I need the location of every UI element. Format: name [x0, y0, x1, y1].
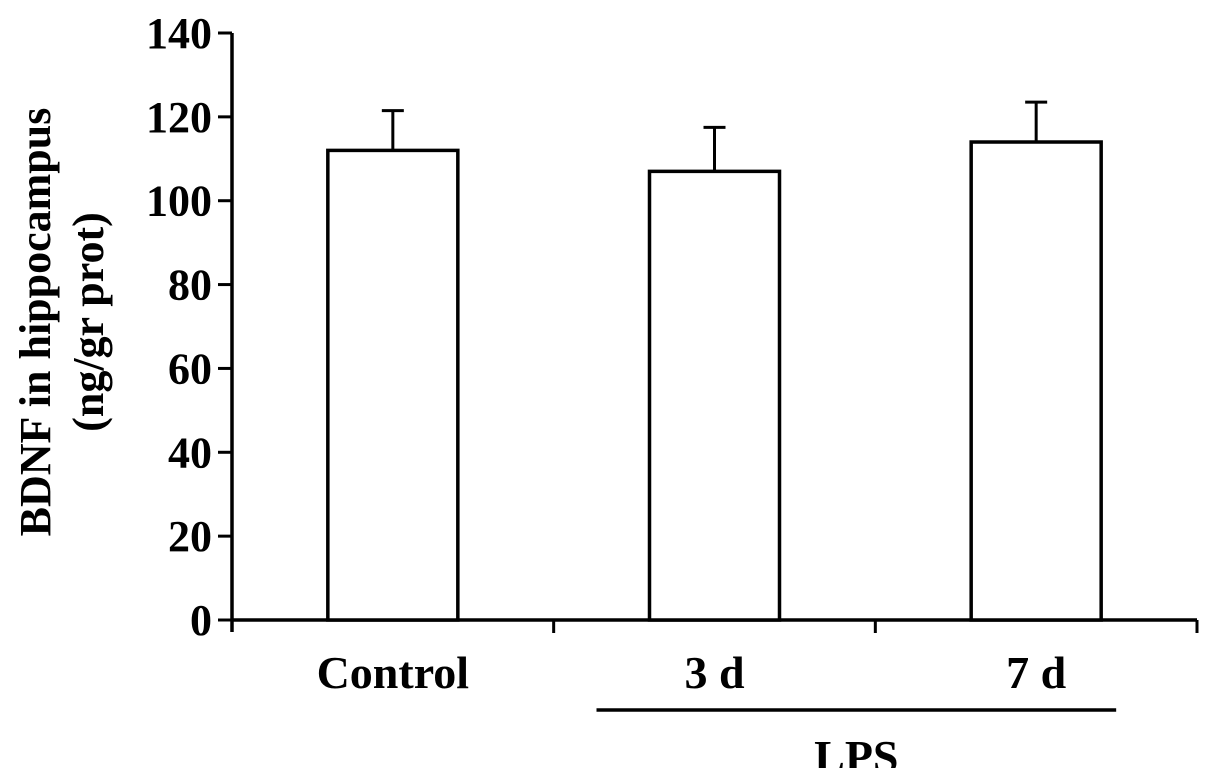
x-tick-label: 7 d [1006, 647, 1067, 698]
tick-labels: 0 20 40 60 80 100 120 140 Control 3 d 7 d LPS [146, 9, 1067, 768]
x-tick-label: Control [317, 647, 470, 698]
group-bracket-label: LPS [814, 731, 898, 768]
y-axis-label: BDNF in hippocampus (ng/gr prot) [11, 108, 113, 537]
y-tick-label: 0 [190, 596, 212, 645]
y-axis-label-line-2: (ng/gr prot) [64, 212, 113, 432]
bar [326, 148, 460, 622]
y-axis-label-line-1: BDNF in hippocampus [11, 108, 60, 537]
y-tick-label: 60 [168, 344, 212, 393]
bar [647, 169, 782, 622]
y-tick-label: 80 [168, 261, 212, 310]
y-tick-label: 140 [146, 9, 212, 58]
y-tick-label: 20 [168, 512, 212, 561]
y-tick-label: 120 [146, 93, 212, 142]
y-tick-label: 100 [146, 177, 212, 226]
x-tick-label: 3 d [684, 647, 745, 698]
bar [969, 140, 1103, 622]
y-tick-label: 40 [168, 428, 212, 477]
bars [326, 100, 1103, 622]
